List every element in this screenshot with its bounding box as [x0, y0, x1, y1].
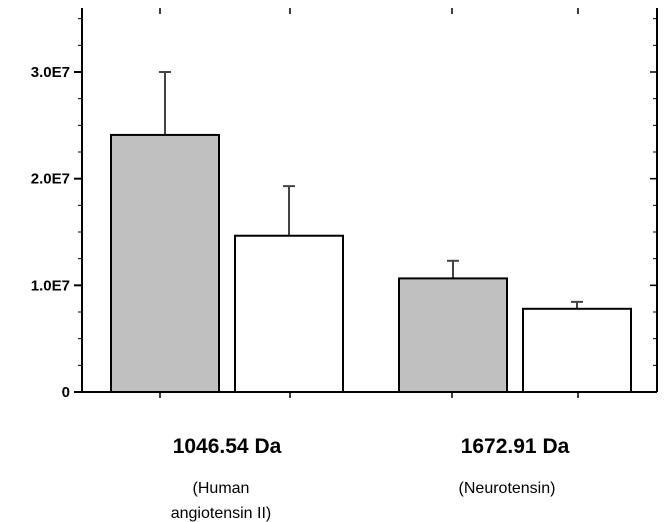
bar: [110, 133, 220, 394]
category-sublabel: angiotensin II): [171, 505, 272, 522]
bar: [398, 277, 508, 393]
chart-bars: [110, 71, 632, 394]
y-tick-label: 2.0E7: [31, 171, 70, 188]
chart-labels: 1046.54 Da (Human angiotensin II) 1672.91 D…: [171, 435, 570, 522]
y-tick-label: 1.0E7: [31, 277, 70, 294]
bar: [234, 234, 344, 393]
category-label: 1672.91 Da: [461, 435, 570, 458]
category-sublabel: (Neurotensin): [459, 480, 556, 497]
y-tick-label: 0: [62, 384, 70, 401]
category-sublabel: (Human: [193, 480, 250, 497]
bar: [522, 307, 632, 393]
y-tick-label: 3.0E7: [31, 64, 70, 81]
category-label: 1046.54 Da: [173, 435, 282, 458]
